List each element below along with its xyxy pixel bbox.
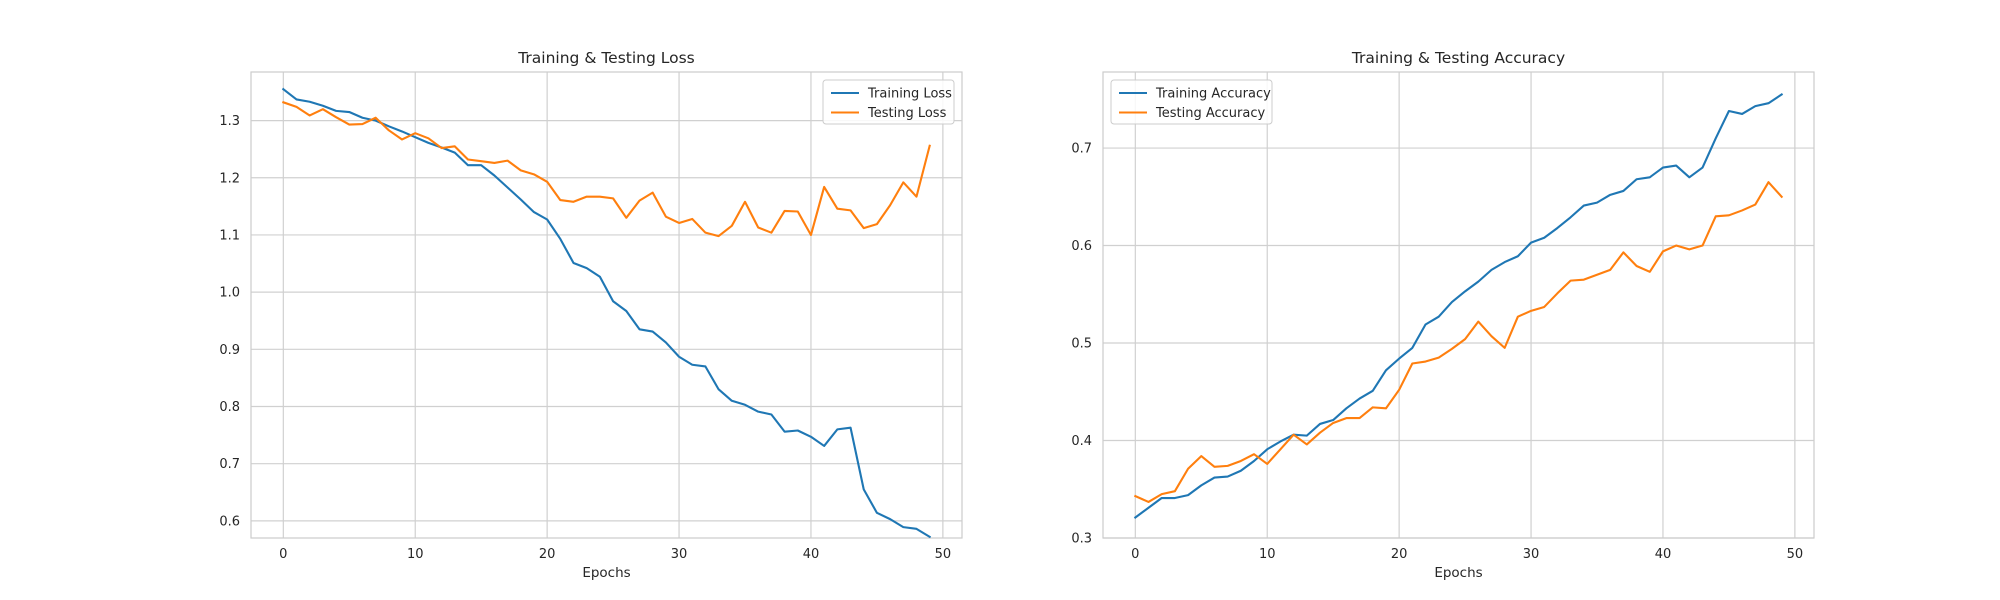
x-tick-label: 0 <box>1131 547 1139 562</box>
y-tick-label: 0.5 <box>1071 337 1092 352</box>
accuracy-x-axis-label: Epochs <box>1434 565 1482 581</box>
x-tick-label: 20 <box>539 547 556 562</box>
y-tick-label: 0.8 <box>219 400 240 415</box>
legend-label: Testing Loss <box>867 106 947 121</box>
y-tick-label: 0.6 <box>219 514 240 529</box>
y-tick-label: 1.1 <box>219 228 240 243</box>
legend-label: Training Loss <box>867 87 952 102</box>
legend-label: Testing Accuracy <box>1155 106 1265 121</box>
y-tick-label: 1.0 <box>219 286 240 301</box>
legend-label: Training Accuracy <box>1155 87 1271 102</box>
x-tick-label: 10 <box>407 547 424 562</box>
loss-legend: Training Loss Testing Loss <box>822 79 955 125</box>
accuracy-chart-title: Training & Testing Accuracy <box>1351 49 1565 67</box>
series-line-testing-accuracy <box>1133 181 1784 503</box>
x-tick-label: 20 <box>1391 547 1408 562</box>
accuracy-legend: Training Accuracy Testing Accuracy <box>1110 79 1273 125</box>
y-tick-label: 0.6 <box>1071 239 1092 254</box>
accuracy-chart: 0 10 20 30 40 50 0.3 0.4 0.5 0.6 0.7 Training & Tes… <box>1071 49 1815 581</box>
y-tick-label: 0.9 <box>219 343 240 358</box>
x-tick-label: 30 <box>671 547 688 562</box>
x-tick-label: 40 <box>803 547 820 562</box>
x-tick-label: 40 <box>1655 547 1672 562</box>
x-tick-label: 0 <box>279 547 287 562</box>
x-tick-label: 50 <box>935 547 952 562</box>
loss-chart: 0 10 20 30 40 50 0.6 0.7 0.8 0.9 1.0 1.1 1.2 1.3 Train… <box>219 49 963 581</box>
y-tick-label: 0.7 <box>1071 142 1092 157</box>
series-line-testing-loss <box>281 100 931 238</box>
y-tick-label: 0.4 <box>1071 434 1092 449</box>
x-tick-label: 10 <box>1259 547 1276 562</box>
accuracy-plot-frame <box>1102 71 1815 539</box>
x-tick-label: 30 <box>1523 547 1540 562</box>
y-tick-label: 1.3 <box>219 114 240 129</box>
loss-plot-frame <box>250 71 963 539</box>
series-line-training-accuracy <box>1133 92 1784 519</box>
loss-chart-title: Training & Testing Loss <box>517 49 695 67</box>
legend-box <box>1110 79 1273 125</box>
y-tick-label: 1.2 <box>219 171 240 186</box>
series-line-training-loss <box>281 87 932 539</box>
x-tick-label: 50 <box>1787 547 1804 562</box>
y-tick-label: 0.3 <box>1071 532 1092 547</box>
y-tick-label: 0.7 <box>219 457 240 472</box>
loss-x-axis-label: Epochs <box>582 565 630 581</box>
